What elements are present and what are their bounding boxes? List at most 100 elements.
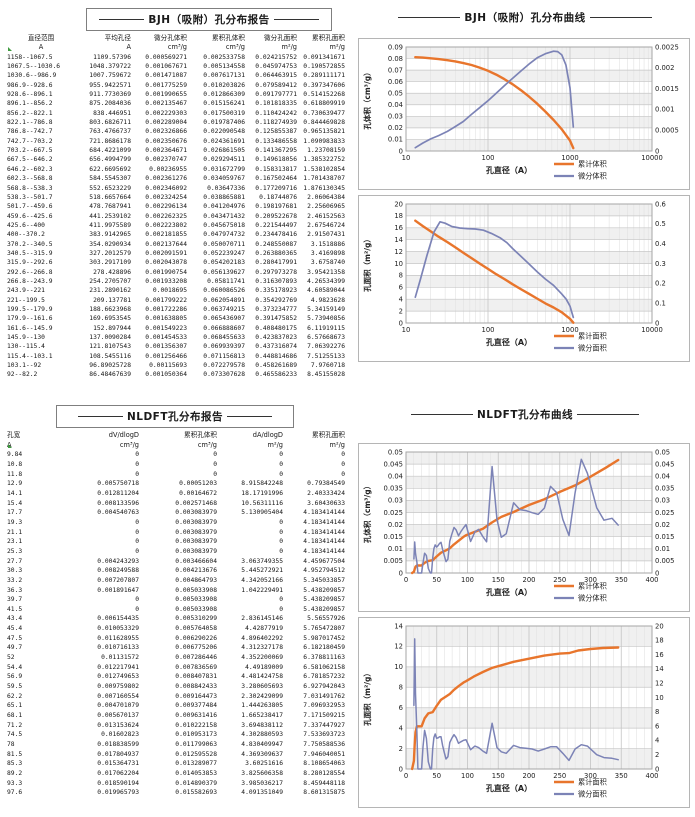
table-row: 25.3 0 0.003083979 0 4.183414144: [6, 547, 346, 557]
left-tick-label: 0: [399, 569, 403, 577]
table-cell: 4.26534399: [307, 277, 345, 285]
table-row: 56.9 0.012749653 0.008407831 4.481424758 6.7…: [6, 672, 346, 682]
nldft-report-panel: NLDFT孔分布报告 孔宽 dV/dlogD 累积孔体积 dA/dlogD 累积孔面积 A…: [6, 405, 346, 810]
table-row: 667.5--646.2 656.4994799 0.002370747 0.0292…: [6, 155, 346, 164]
left-tick-label: 16: [394, 224, 403, 232]
table-cell: 0.458261689: [255, 362, 297, 370]
left-tick-label: 8: [399, 272, 403, 280]
table-cell: 7.096932953: [303, 702, 345, 710]
x-tick-label: 350: [615, 772, 628, 780]
nldft-report-title-text: NLDFT孔分布报告: [126, 411, 224, 423]
table-cell: 0: [135, 538, 139, 546]
x-tick-label: 400: [646, 772, 659, 780]
x-tick-label: 100: [461, 772, 474, 780]
left-tick-label: 0: [399, 765, 403, 773]
left-tick-label: 18: [394, 212, 403, 220]
title-dash-left: [99, 19, 145, 20]
table-cell: 0.045974753: [255, 63, 297, 71]
table-cell: 0.052239247: [203, 249, 245, 257]
table-cell: 0.004213676: [175, 567, 217, 575]
table-row: 340.5--315.9 327.2012579 0.002091591 0.0522…: [6, 249, 346, 258]
table-cell: 0.043471432: [203, 212, 245, 220]
table-cell: 1.538102854: [303, 165, 345, 173]
table-cell: 39.7: [7, 596, 23, 604]
table-row: 179.9--161.6 169.6953545 0.001638805 0.0654…: [6, 314, 346, 323]
left-tick-label: 0.035: [384, 485, 403, 493]
plot-band: [406, 70, 652, 82]
table-cell: 19.3: [7, 518, 23, 526]
table-cell: 0.125855387: [255, 128, 297, 136]
table-cell: 0.00115693: [149, 362, 187, 370]
table-cell: 383.9142965: [89, 231, 131, 239]
left-tick-label: 2: [399, 307, 403, 315]
x-tick-label: 350: [615, 576, 628, 584]
left-tick-label: 10: [394, 663, 403, 671]
table-cell: 0.0018695: [152, 287, 187, 295]
table-cell: 4.459677504: [303, 557, 345, 565]
table-row: 292.6--266.8 278.428896 0.001990754 0.05613…: [6, 268, 346, 277]
x-tick-label: 0: [404, 772, 408, 780]
y-axis-title: 孔体积（cm³/g）: [362, 482, 372, 543]
table-cell: 0.001067671: [145, 63, 187, 71]
table-cell: 8.108654063: [303, 760, 345, 768]
table-cell: 370.2--340.5: [7, 240, 53, 248]
table-row: 19.3 0 0.003083979 0 4.183414144: [6, 518, 346, 528]
table-cell: 0.003083979: [175, 509, 217, 517]
left-tick-label: 10: [394, 260, 403, 268]
table-cell: 0.054202183: [203, 259, 245, 267]
table-cell: 0.002370747: [145, 156, 187, 164]
table-cell: 78: [7, 741, 15, 748]
table-cell: 1.385322752: [303, 156, 345, 164]
table-cell: 0.423837023: [255, 334, 297, 341]
table-cell: 12.9: [7, 480, 23, 488]
x-tick-label: 150: [492, 576, 505, 584]
table-row: 856.2--822.1 838.446951 0.002229303 0.01750…: [6, 109, 346, 118]
table-cell: 0.248550087: [255, 240, 297, 248]
left-tick-label: 0.01: [388, 136, 403, 144]
table-cell: 478.7687941: [89, 203, 131, 211]
table-cell: 1.701438707: [303, 175, 345, 183]
table-cell: 703.2--667.5: [7, 147, 53, 155]
right-tick-label: 16: [655, 651, 664, 659]
table-cell: 3.95421358: [307, 268, 345, 276]
table-cell: 0.002137644: [145, 240, 187, 248]
table-cell: 0.005764058: [175, 625, 217, 633]
table-cell: 0.050070711: [203, 240, 245, 248]
nldft-area-chart: 0 2 4 6 8 10 12 14 0 2 4 6 8 10 12 14 16 18 20 0 50 100 150 200…: [358, 617, 690, 808]
table-row: 115.4--103.1 108.5455116 0.001256466 0.0711…: [6, 352, 346, 361]
nldft-curves-panel: NLDFT孔分布曲线 0 0.005 0.01 0.015 0.02 0.025 0.03 0…: [358, 405, 692, 810]
table-cell: 4.342052166: [241, 576, 283, 584]
table-cell: 278.428896: [93, 268, 131, 276]
x-tick-label: 10000: [641, 326, 663, 334]
table-cell: 7.06392276: [307, 343, 345, 351]
table-cell: 986.9--928.6: [7, 81, 53, 89]
table-cell: 5.56557926: [307, 615, 345, 623]
table-row: 36.3 0.001891647 0.005033908 1.042229491 5.4…: [6, 586, 346, 596]
table-cell: 0.022090548: [203, 128, 245, 136]
table-cell: 0.002364671: [145, 147, 187, 155]
table-cell: 6.927942043: [303, 683, 345, 691]
bjh-curves-panel: BJH（吸附）孔分布曲线 0 0.01 0.02 0.03 0.04 0.05 0.06 0.…: [358, 8, 692, 370]
table-cell: 0.234478416: [255, 231, 297, 239]
table-cell: 0.002296134: [145, 203, 187, 211]
table-cell: 0.009164473: [175, 692, 217, 700]
table-cell: 0.002229303: [145, 109, 187, 117]
left-tick-label: 0.01: [388, 545, 403, 553]
right-tick-label: 14: [655, 665, 664, 673]
right-tick-label: 18: [655, 637, 664, 645]
table-cell: 0: [279, 460, 283, 468]
right-tick-label: 6: [655, 722, 659, 730]
column-unit: m²/g: [267, 440, 283, 449]
table-cell: 0.280417991: [255, 259, 297, 267]
table-cell: 656.4994799: [89, 156, 131, 164]
plot-band: [406, 251, 652, 264]
table-cell: 179.9--161.6: [7, 315, 53, 323]
table-cell: 0.026861505: [203, 147, 245, 155]
table-cell: 501.7--459.6: [7, 203, 53, 211]
table-cell: 928.6--896.1: [7, 91, 53, 99]
table-cell: 0.001356307: [145, 343, 187, 351]
plot-band: [406, 116, 652, 128]
table-row: 1158--1067.5 1109.57396 0.000569271 0.00253…: [6, 53, 346, 62]
column-unit: m²/g: [281, 43, 297, 52]
table-cell: 2.40333424: [307, 489, 345, 497]
